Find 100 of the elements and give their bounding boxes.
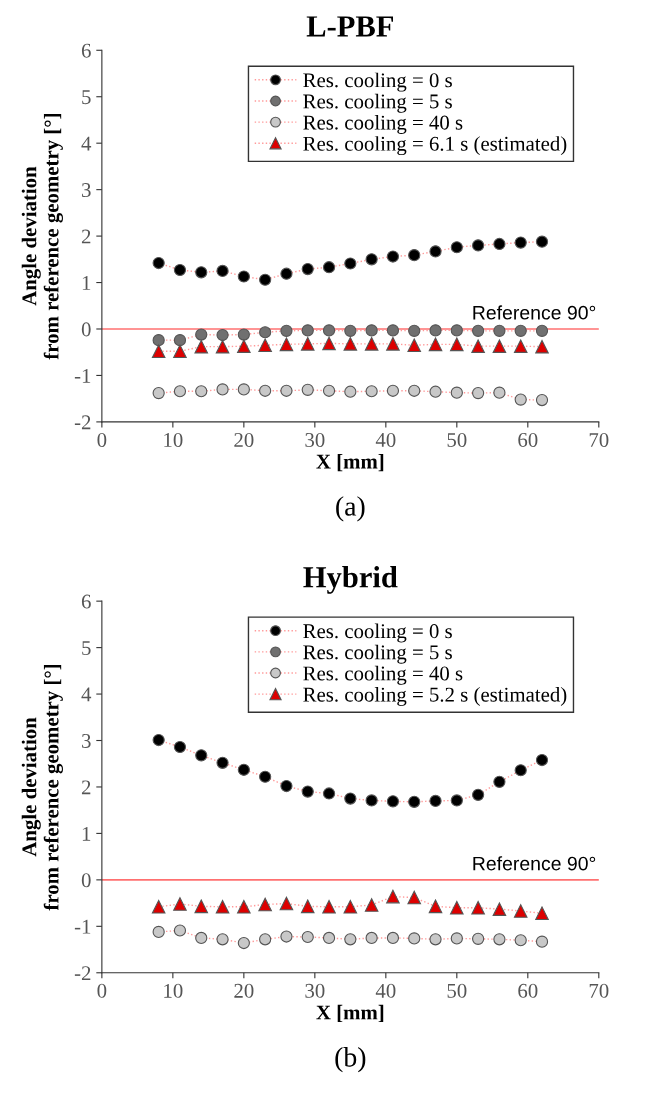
point xyxy=(301,383,314,396)
point xyxy=(173,344,187,359)
point xyxy=(152,334,165,347)
point xyxy=(344,385,357,398)
point xyxy=(535,753,549,767)
point xyxy=(429,385,442,398)
point xyxy=(364,898,379,912)
point xyxy=(535,324,549,337)
point xyxy=(280,779,293,793)
point xyxy=(259,770,272,783)
point xyxy=(429,933,442,946)
point xyxy=(450,337,464,352)
point xyxy=(280,384,293,397)
point xyxy=(450,900,464,915)
point xyxy=(471,900,485,915)
point xyxy=(450,241,463,254)
y-tick-label: 3 xyxy=(82,183,91,198)
point xyxy=(450,324,463,337)
point xyxy=(450,386,463,399)
point xyxy=(535,906,549,921)
x-tick-label: 0 xyxy=(97,432,107,447)
legend-label: Res. cooling = 5.2 s (estimated) xyxy=(303,687,567,706)
point xyxy=(344,933,357,946)
point xyxy=(300,337,315,351)
point xyxy=(450,932,463,945)
point xyxy=(280,930,293,943)
x-tick-label: 60 xyxy=(518,983,538,998)
point xyxy=(386,889,400,904)
point xyxy=(322,324,336,337)
legend-label: Res. cooling = 40 s xyxy=(303,665,463,685)
point xyxy=(173,385,187,398)
point xyxy=(493,324,506,337)
x-tick-label: 0 xyxy=(97,983,107,998)
point xyxy=(301,785,314,798)
point xyxy=(195,266,208,279)
x-tick-label: 40 xyxy=(375,983,396,998)
point xyxy=(472,386,485,400)
point xyxy=(195,328,208,341)
text: (b) xyxy=(335,1047,366,1073)
legend-label: Res. cooling = 5 s xyxy=(303,644,452,664)
point xyxy=(386,384,400,397)
x-tick-label: 60 xyxy=(518,432,538,447)
point xyxy=(151,900,166,914)
ref-line-label: Reference 90° xyxy=(473,305,596,320)
point xyxy=(215,339,230,354)
point xyxy=(194,899,209,914)
y-tick-label: -1 xyxy=(74,919,91,934)
point xyxy=(237,383,250,396)
y-tick-label: -2 xyxy=(74,415,91,430)
y-tick-label: 3 xyxy=(82,733,91,748)
legend-label: Res. cooling = 5 s xyxy=(303,93,452,113)
point xyxy=(408,249,421,262)
y-tick-label: 6 xyxy=(81,43,91,58)
point xyxy=(322,787,336,800)
point xyxy=(259,384,272,397)
point xyxy=(365,385,378,398)
point xyxy=(493,933,506,946)
point xyxy=(195,385,208,398)
y-tick-label: 6 xyxy=(81,594,91,609)
legend-label: Res. cooling = 6.1 s (estimated) xyxy=(303,136,567,156)
chart-title: L-PBF xyxy=(306,16,394,37)
point xyxy=(535,339,549,354)
point xyxy=(514,764,527,777)
point xyxy=(216,933,229,946)
point xyxy=(301,324,314,337)
point xyxy=(195,931,208,945)
point xyxy=(280,267,293,280)
x-axis-title: X [mm] xyxy=(316,453,384,472)
point xyxy=(514,236,527,249)
point xyxy=(429,245,442,258)
point xyxy=(258,897,272,912)
point xyxy=(152,925,165,939)
point xyxy=(322,900,336,914)
point xyxy=(300,899,315,914)
point xyxy=(428,337,443,352)
legend-label: Res. cooling = 0 s xyxy=(303,623,452,643)
x-tick-label: 50 xyxy=(447,432,467,447)
point xyxy=(408,932,421,945)
ref-line-label: Reference 90° xyxy=(473,856,596,871)
point xyxy=(535,393,549,407)
point xyxy=(237,339,251,353)
point xyxy=(215,900,230,914)
x-tick-label: 20 xyxy=(234,983,254,998)
point xyxy=(344,257,357,270)
point xyxy=(173,897,187,911)
point xyxy=(513,904,528,918)
x-tick-label: 30 xyxy=(305,432,325,447)
point xyxy=(237,270,250,283)
x-tick-label: 20 xyxy=(234,432,254,447)
point xyxy=(493,775,506,788)
y-axis-title: Angle deviation from reference geometry [°] xyxy=(21,114,63,360)
point xyxy=(514,393,527,406)
point xyxy=(280,324,293,337)
legend-label: Res. cooling = 40 s xyxy=(303,114,463,134)
point xyxy=(364,337,379,351)
point xyxy=(259,273,272,286)
point xyxy=(259,326,272,339)
point xyxy=(343,337,358,351)
point xyxy=(322,931,336,945)
point xyxy=(365,253,378,266)
